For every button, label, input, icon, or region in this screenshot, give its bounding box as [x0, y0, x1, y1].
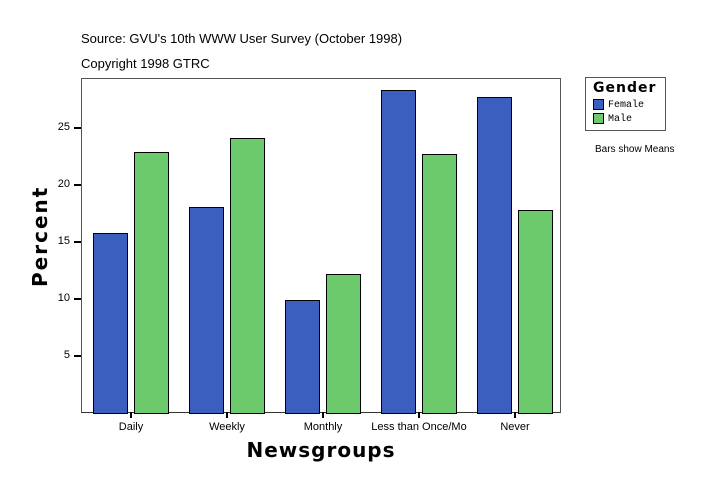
- y-tick-label: 20: [57, 178, 70, 190]
- bar-male: [326, 273, 361, 414]
- y-tick: [74, 184, 81, 186]
- bars-note: Bars show Means: [595, 144, 675, 155]
- x-tick-label: Weekly: [209, 421, 245, 433]
- x-tick-label: Less than Once/Mo: [371, 421, 467, 433]
- x-axis-title: Newsgroups: [246, 438, 396, 462]
- legend-label: Male: [608, 114, 633, 126]
- bar-male: [134, 151, 169, 414]
- x-tick: [418, 412, 420, 418]
- x-tick: [322, 412, 324, 418]
- legend-title: Gender: [593, 80, 657, 96]
- bar-male: [422, 154, 457, 414]
- bar-female: [381, 90, 416, 414]
- bar-female: [93, 232, 128, 414]
- y-tick: [74, 298, 81, 300]
- legend-label: Female: [608, 100, 645, 112]
- x-tick-label: Daily: [118, 421, 144, 433]
- x-tick: [514, 412, 516, 418]
- bar-female: [189, 206, 224, 414]
- y-tick-label: 10: [57, 292, 70, 304]
- bar-female: [477, 97, 512, 414]
- y-tick-label: 5: [63, 349, 70, 361]
- bar-male: [518, 210, 553, 414]
- x-tick: [130, 412, 132, 418]
- y-tick: [74, 241, 81, 243]
- chart-copyright: Copyright 1998 GTRC: [81, 56, 210, 71]
- y-tick: [74, 355, 81, 357]
- y-axis-title: Percent: [28, 185, 52, 287]
- bar-male: [230, 138, 265, 414]
- legend-item-female: Female: [593, 99, 644, 111]
- x-tick: [226, 412, 228, 418]
- male-swatch-icon: [593, 113, 604, 124]
- legend-item-male: Male: [593, 113, 632, 125]
- y-tick-label: 25: [57, 121, 70, 133]
- chart-source-title: Source: GVU's 10th WWW User Survey (Octo…: [81, 31, 403, 46]
- y-tick-label: 15: [57, 235, 70, 247]
- x-tick-label: Never: [500, 421, 530, 433]
- bar-female: [285, 300, 320, 414]
- female-swatch-icon: [593, 99, 604, 110]
- x-tick-label: Monthly: [303, 421, 343, 433]
- y-tick: [74, 127, 81, 129]
- legend: Gender Female Male: [585, 77, 666, 131]
